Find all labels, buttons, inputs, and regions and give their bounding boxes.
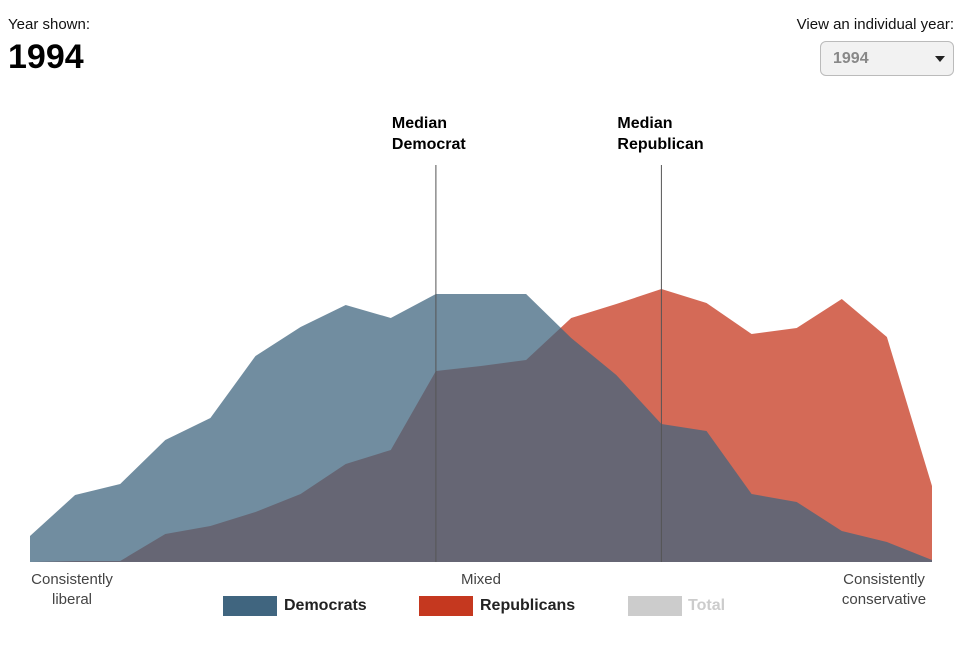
legend-swatch bbox=[628, 596, 682, 616]
legend-label[interactable]: Total bbox=[688, 597, 726, 614]
year: 1994 bbox=[8, 38, 84, 76]
legend-swatch bbox=[419, 596, 473, 616]
median-label: Median bbox=[392, 115, 447, 132]
dropdown-arrow bbox=[935, 56, 945, 62]
area bbox=[30, 294, 932, 562]
select-value: 1994 bbox=[833, 50, 869, 67]
x-tick-label: Consistently liberal bbox=[31, 571, 113, 608]
year-label: Year shown: bbox=[8, 16, 91, 33]
select-label: View an individual year: bbox=[796, 16, 954, 33]
x-tick-label: Consistently conservative bbox=[841, 571, 927, 608]
median-label: Republican bbox=[617, 136, 703, 153]
x-tick-label: Mixed bbox=[460, 571, 501, 588]
legend-label: Democrats bbox=[284, 597, 367, 614]
year-select[interactable]: 1994 bbox=[820, 41, 954, 76]
legend-swatch bbox=[223, 596, 277, 616]
median-label: Median bbox=[617, 115, 672, 132]
median-label: Democrat bbox=[392, 136, 466, 153]
legend-label: Republicans bbox=[480, 597, 576, 614]
